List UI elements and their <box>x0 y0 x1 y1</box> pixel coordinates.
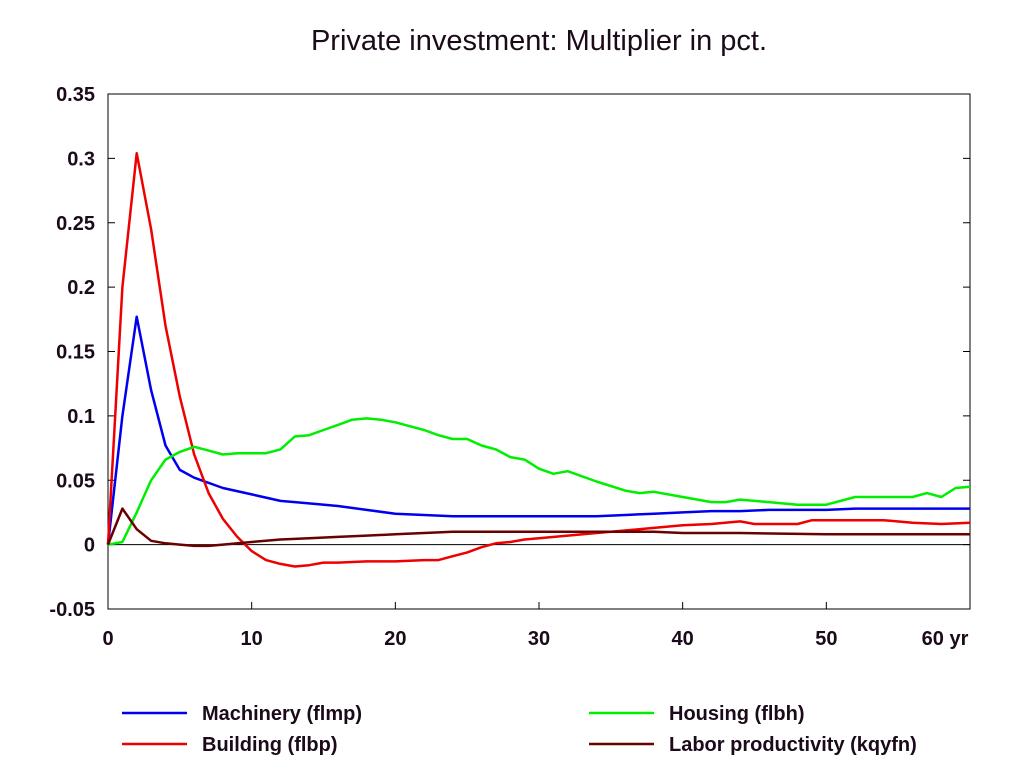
y-tick-label: 0.35 <box>56 84 95 106</box>
y-tick-label: -0.05 <box>49 599 95 621</box>
y-tick-label: 0.1 <box>67 406 95 428</box>
series-line-2 <box>107 417 971 546</box>
chart-title: Private investment: Multiplier in pct. <box>311 25 767 57</box>
x-axis: 0 10 20 30 40 50 60 yr <box>102 602 971 650</box>
x-tick-label: 40 <box>672 628 694 650</box>
y-tick-label: 0.05 <box>56 470 95 492</box>
x-tick-label: 0 <box>102 628 113 650</box>
y-axis: -0.05 0 0.05 0.1 0.15 0.2 0.25 0.3 0.35 <box>49 84 970 621</box>
x-tick-label: 50 <box>815 628 837 650</box>
series-lines <box>106 151 971 568</box>
legend: Machinery (flmp) Building (flbp) Housing (… <box>122 703 917 756</box>
legend-label-0: Machinery (flmp) <box>202 703 362 725</box>
y-tick-label: 0.25 <box>56 213 95 235</box>
legend-label-2: Housing (flbh) <box>669 703 805 725</box>
series-line-0 <box>106 315 970 545</box>
x-tick-label: 10 <box>241 628 263 650</box>
x-tick-label: 30 <box>528 628 550 650</box>
legend-label-3: Labor productivity (kqyfn) <box>669 734 917 756</box>
y-tick-label: 0.2 <box>67 277 95 299</box>
y-tick-label: 0.15 <box>56 342 95 364</box>
legend-label-1: Building (flbp) <box>202 734 338 756</box>
series-line-3 <box>106 507 970 548</box>
x-tick-label: 60 yr <box>922 628 969 650</box>
y-tick-label: 0.3 <box>67 148 95 170</box>
y-tick-label: 0 <box>84 535 95 557</box>
x-tick-label: 20 <box>384 628 406 650</box>
series-line-1 <box>106 151 971 568</box>
